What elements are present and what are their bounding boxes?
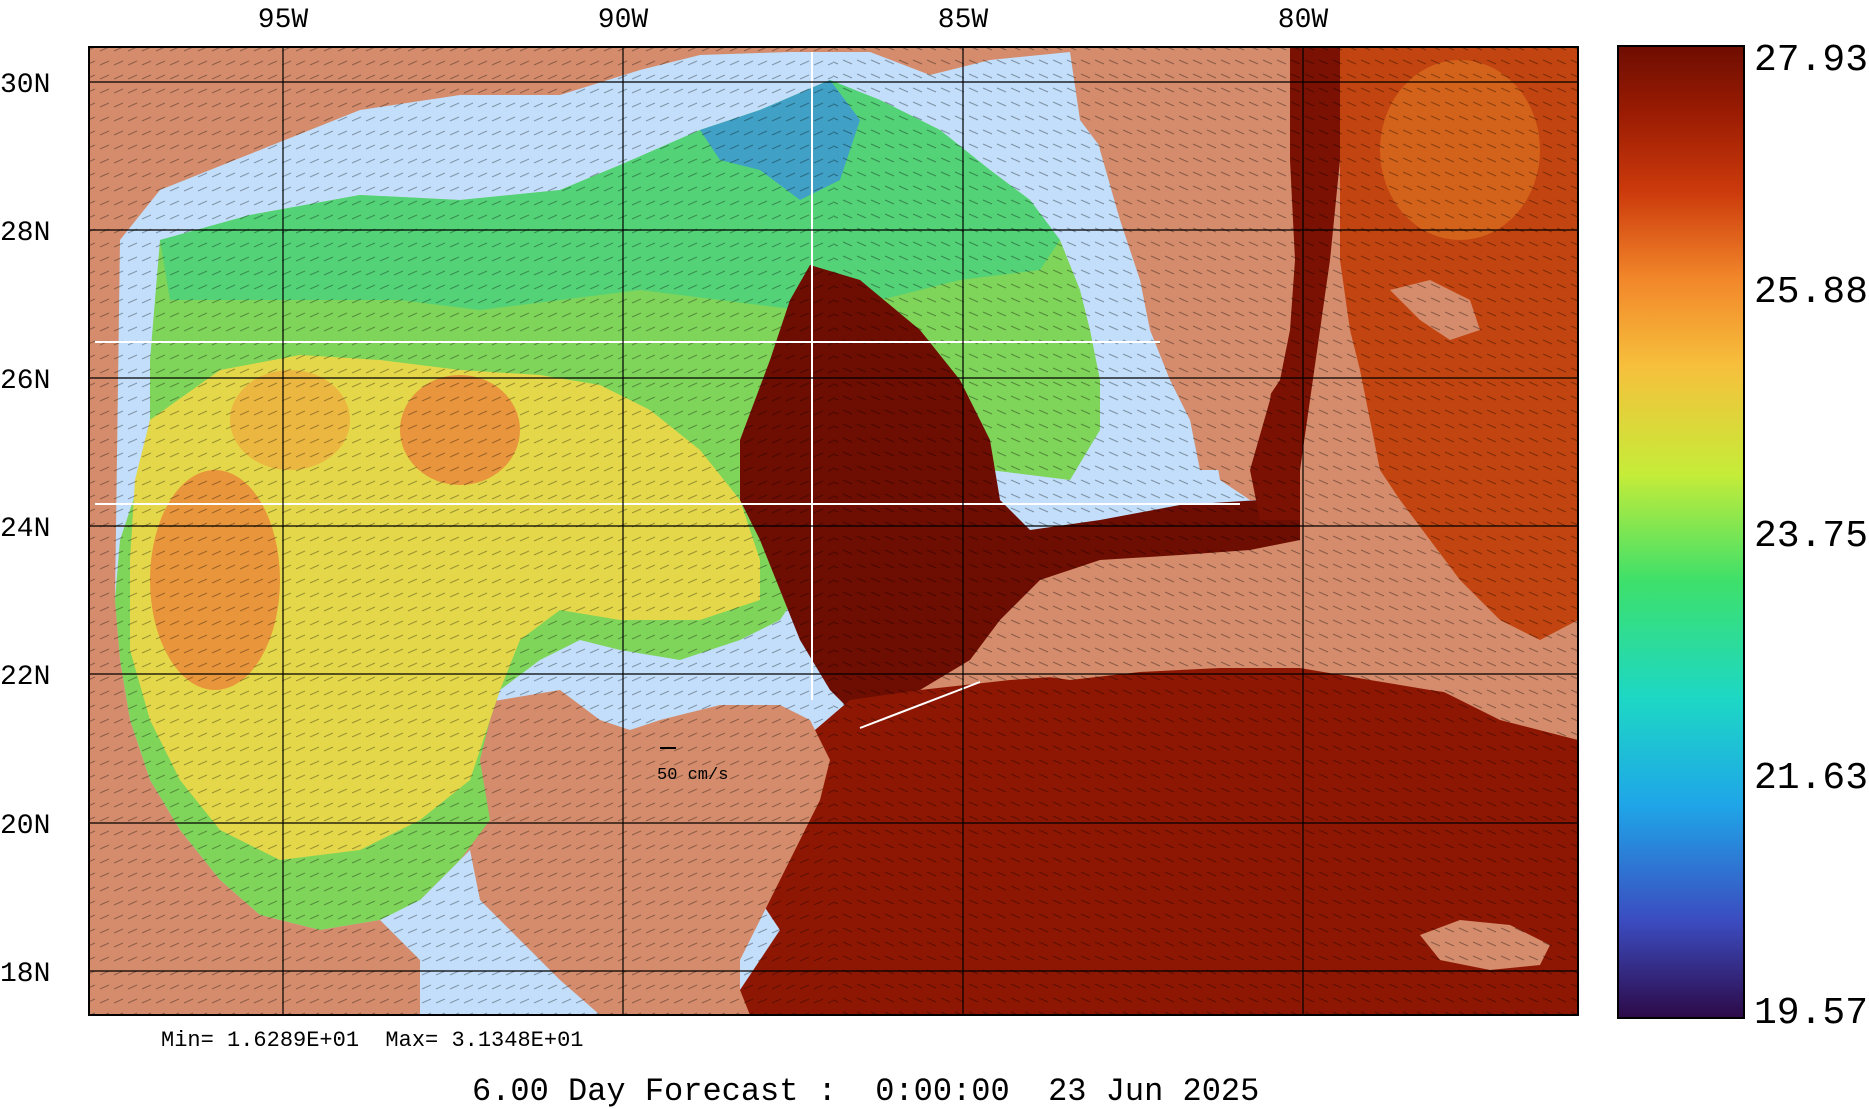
- colorbar-tick-labels: 27.93 25.88 23.75 21.63 19.57: [1754, 39, 1868, 1035]
- lat-label-20n: 20N: [0, 811, 50, 842]
- map-frame: [88, 46, 1579, 1016]
- colorbar-label-max: 27.93: [1754, 39, 1868, 82]
- forecast-caption: 6.00 Day Forecast : 0:00:00 23 Jun 2025: [472, 1073, 1259, 1109]
- lat-label-24n: 24N: [0, 514, 50, 545]
- map-panel: 50 cm/s: [89, 47, 1578, 1015]
- lat-label-18n: 18N: [0, 959, 50, 990]
- section-lines: [95, 52, 1240, 729]
- lat-label-26n: 26N: [0, 366, 50, 397]
- colorbar: [1617, 45, 1745, 1019]
- lon-label-80w: 80W: [1278, 5, 1329, 36]
- lat-label-22n: 22N: [0, 662, 50, 693]
- lat-label-30n: 30N: [0, 70, 50, 101]
- lon-label-90w: 90W: [598, 5, 649, 36]
- velocity-vectors-se: [833, 47, 1578, 1015]
- lon-label-85w: 85W: [938, 5, 989, 36]
- graticule: [89, 47, 1578, 1015]
- lon-label-95w: 95W: [258, 5, 309, 36]
- latitude-labels: 30N 28N 26N 24N 22N 20N 18N: [0, 70, 50, 990]
- min-max-stats: Min= 1.6289E+01 Max= 3.1348E+01: [161, 1028, 583, 1053]
- colorbar-label-2: 25.88: [1754, 271, 1868, 314]
- colorbar-label-4: 21.63: [1754, 757, 1868, 800]
- velocity-vectors-nw: [89, 47, 833, 1015]
- longitude-labels: 95W 90W 85W 80W: [258, 5, 1329, 36]
- colorbar-label-3: 23.75: [1754, 515, 1868, 558]
- scale-arrow-label: 50 cm/s: [657, 766, 728, 785]
- colorbar-label-min: 19.57: [1754, 992, 1868, 1035]
- lat-label-28n: 28N: [0, 218, 50, 249]
